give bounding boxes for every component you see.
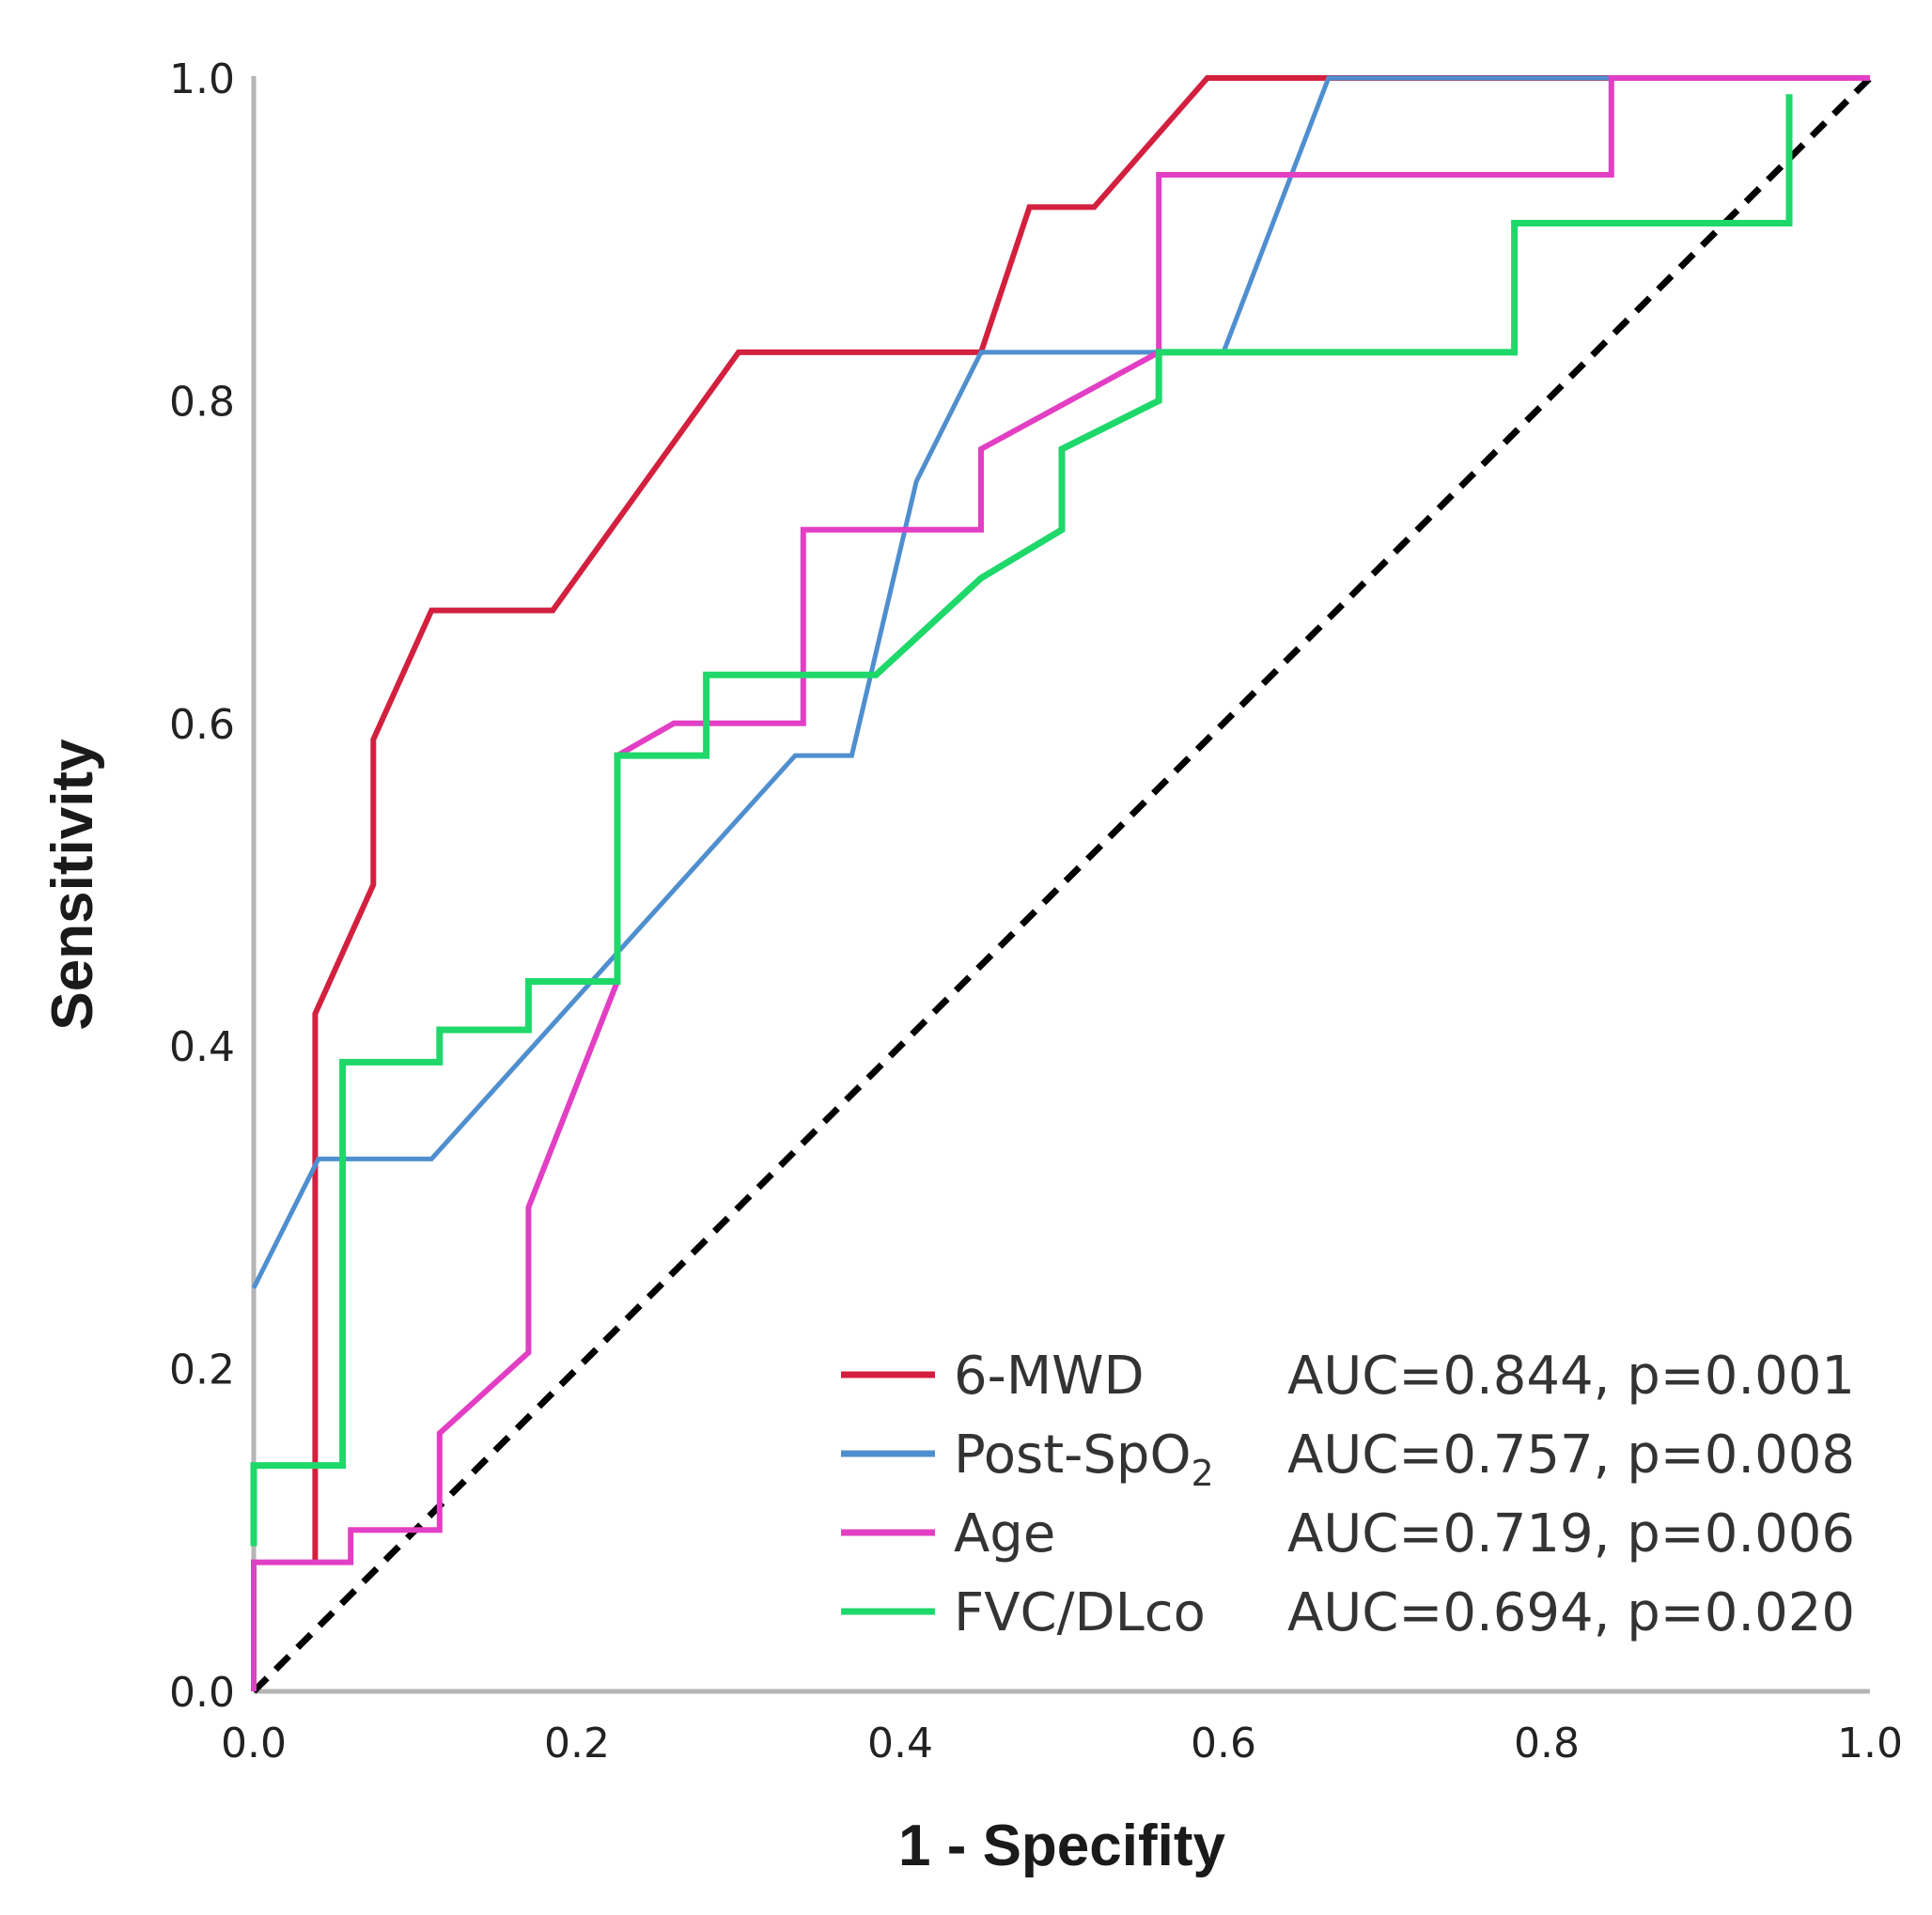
reference-diagonal-line <box>251 75 1873 1694</box>
x-axis-title: 1 - Specifity <box>898 1814 1226 1878</box>
y-tick-label: 0.8 <box>169 378 235 426</box>
x-tick-label: 0.4 <box>867 1720 933 1767</box>
legend-label-text: Post-SpO <box>954 1425 1192 1486</box>
legend-stats-6-mwd: AUC=0.844, p=0.001 <box>1287 1346 1855 1407</box>
roc-curve-post-spo2 <box>251 75 1870 1289</box>
legend-stats-age: AUC=0.719, p=0.006 <box>1287 1503 1855 1565</box>
legend-stats-fvc-dlco: AUC=0.694, p=0.020 <box>1287 1582 1855 1643</box>
x-tick-label: 1.0 <box>1837 1720 1903 1767</box>
legend-label-text: FVC/DLco <box>954 1582 1206 1643</box>
tick-labels: 0.0 0.2 0.4 0.6 0.8 1.0 0.0 0.2 0.4 0.6 0.8 1.0 <box>169 55 1903 1767</box>
legend: 6-MWD AUC=0.844, p=0.001 Post-SpO2 AUC=0.75… <box>841 1346 1855 1643</box>
x-tick-label: 0.0 <box>221 1720 287 1767</box>
legend-label-post-spo2: Post-SpO2 <box>954 1425 1214 1494</box>
legend-label-6-mwd: 6-MWD <box>954 1346 1145 1407</box>
axes <box>251 76 1870 1694</box>
y-tick-label: 1.0 <box>169 55 235 103</box>
x-tick-label: 0.2 <box>544 1720 610 1767</box>
legend-label-age: Age <box>954 1503 1055 1565</box>
legend-stats-post-spo2: AUC=0.757, p=0.008 <box>1287 1425 1855 1486</box>
roc-curve-age <box>251 75 1870 1691</box>
y-tick-label: 0.2 <box>169 1347 235 1394</box>
y-tick-label: 0.6 <box>169 701 235 749</box>
legend-label-text: Age <box>954 1503 1055 1565</box>
roc-curve-fvc-dlco <box>250 94 1793 1547</box>
y-tick-label: 0.4 <box>169 1023 235 1071</box>
legend-label-fvc-dlco: FVC/DLco <box>954 1582 1206 1643</box>
y-tick-label: 0.0 <box>169 1669 235 1717</box>
legend-label-text: 6-MWD <box>954 1346 1145 1407</box>
x-tick-label: 0.8 <box>1514 1720 1580 1767</box>
roc-curves <box>250 75 1873 1694</box>
roc-curve-6-mwd <box>312 75 1870 1563</box>
legend-label-subscript: 2 <box>1192 1453 1214 1494</box>
x-tick-label: 0.6 <box>1191 1720 1256 1767</box>
y-axis-title: Sensitivity <box>40 739 105 1031</box>
